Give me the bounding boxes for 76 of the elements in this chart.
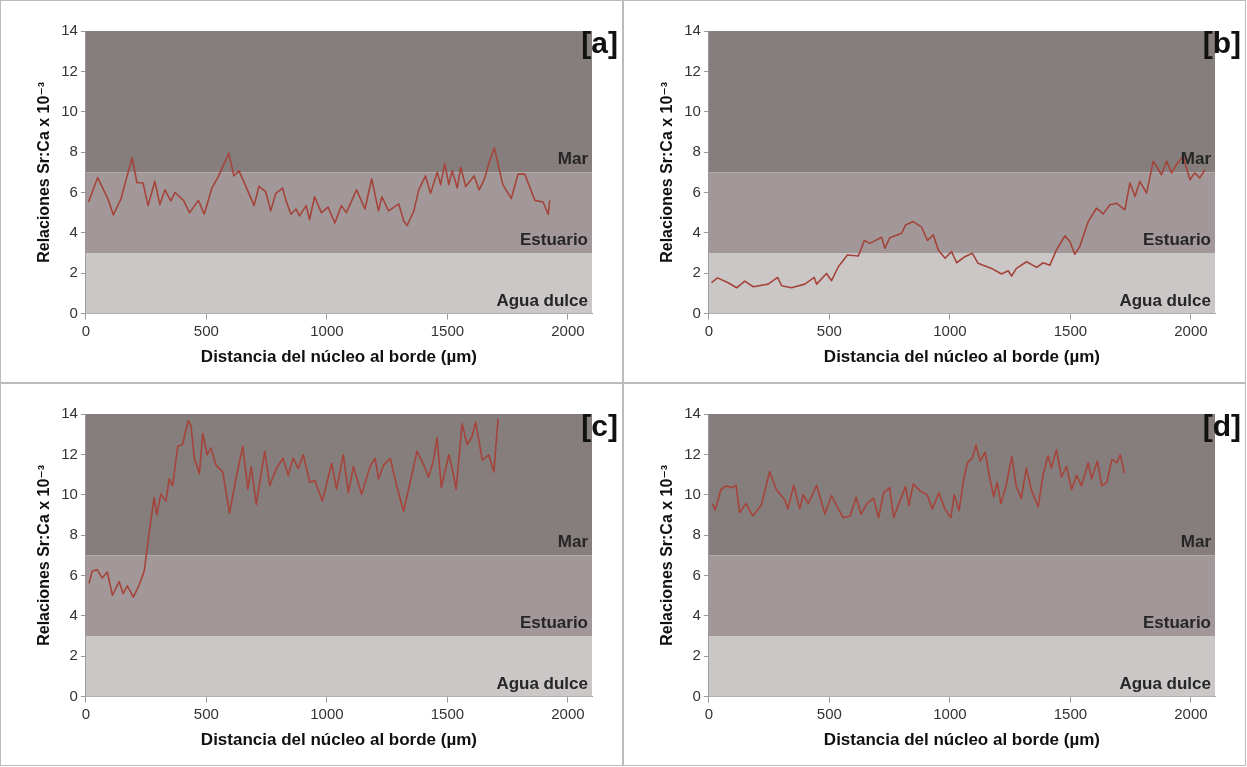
y-tick-label: 6: [692, 182, 701, 200]
y-tick-label: 10: [684, 484, 701, 502]
x-tick-label: 500: [193, 321, 219, 339]
y-tick-label: 0: [692, 303, 701, 321]
y-tick-label: 12: [684, 444, 701, 462]
x-tick-label: 0: [704, 321, 714, 339]
band-label: Mar: [557, 149, 589, 169]
x-tick-label: 1500: [1053, 321, 1088, 339]
band-label: Estuario: [519, 613, 588, 633]
x-axis-title: Distancia del núcleo al borde (µm): [200, 347, 478, 367]
y-tick-label: 4: [69, 223, 78, 240]
band-label: Mar: [557, 532, 589, 552]
y-tick-label: 2: [692, 263, 701, 281]
y-tick-label: 4: [69, 606, 78, 623]
x-tick-label: 1000: [310, 704, 344, 722]
y-axis-title: Relaciones Sr:Ca x 10⁻³: [658, 81, 676, 263]
band-label: Agua dulce: [496, 290, 588, 310]
y-tick-label: 10: [684, 101, 701, 119]
y-tick-label: 4: [692, 606, 701, 623]
x-tick-label: 2000: [1174, 704, 1208, 722]
band-label: Mar: [1180, 532, 1212, 552]
y-tick-label: 10: [61, 101, 78, 119]
band-label: Estuario: [1142, 230, 1211, 250]
y-axis-title: Relaciones Sr:Ca x 10⁻³: [35, 81, 53, 263]
y-tick-label: 6: [69, 182, 78, 200]
x-tick-label: 500: [816, 704, 842, 722]
y-tick-label: 2: [69, 646, 78, 664]
x-axis-title: Distancia del núcleo al borde (µm): [823, 730, 1101, 750]
band-label: Mar: [1180, 149, 1212, 169]
y-axis-title: Relaciones Sr:Ca x 10⁻³: [35, 464, 53, 646]
band-label: Estuario: [1142, 613, 1211, 633]
x-tick-label: 2000: [551, 321, 585, 339]
annotation: [a]: [581, 26, 618, 59]
y-tick-label: 0: [692, 686, 701, 704]
x-tick-label: 1500: [430, 321, 465, 339]
x-tick-label: 1500: [1053, 704, 1088, 722]
y-tick-label: 14: [684, 21, 701, 39]
y-tick-label: 12: [684, 61, 701, 79]
y-axis-title: Relaciones Sr:Ca x 10⁻³: [658, 464, 676, 646]
y-tick-label: 14: [61, 21, 78, 39]
x-tick-label: 0: [81, 704, 91, 722]
x-tick-label: 500: [816, 321, 842, 339]
x-tick-label: 2000: [1174, 321, 1208, 339]
x-axis-title: Distancia del núcleo al borde (µm): [200, 730, 478, 750]
x-axis-title: Distancia del núcleo al borde (µm): [823, 347, 1101, 367]
y-tick-label: 0: [69, 303, 78, 321]
y-tick-label: 6: [69, 565, 78, 583]
x-tick-label: 1000: [933, 321, 967, 339]
annotation: [d]: [1202, 409, 1241, 442]
band-label: Agua dulce: [1119, 290, 1211, 310]
band-label: Agua dulce: [1119, 673, 1211, 693]
annotation: [b]: [1202, 26, 1241, 59]
y-tick-label: 8: [69, 525, 78, 543]
x-tick-label: 0: [81, 321, 91, 339]
y-tick-label: 2: [69, 263, 78, 281]
annotation: [c]: [581, 409, 618, 442]
x-tick-label: 1000: [310, 321, 344, 339]
y-tick-label: 14: [684, 404, 701, 422]
y-tick-label: 12: [61, 444, 78, 462]
y-tick-label: 6: [692, 565, 701, 583]
y-tick-label: 8: [692, 142, 701, 160]
y-tick-label: 2: [692, 646, 701, 664]
y-tick-label: 14: [61, 404, 78, 422]
band-label: Agua dulce: [496, 673, 588, 693]
y-tick-label: 10: [61, 484, 78, 502]
y-tick-label: 8: [692, 525, 701, 543]
x-tick-label: 500: [193, 704, 219, 722]
x-tick-label: 2000: [551, 704, 585, 722]
y-tick-label: 4: [692, 223, 701, 240]
x-tick-label: 0: [704, 704, 714, 722]
y-tick-label: 12: [61, 61, 78, 79]
x-tick-label: 1500: [430, 704, 465, 722]
y-tick-label: 0: [69, 686, 78, 704]
x-tick-label: 1000: [933, 704, 967, 722]
y-tick-label: 8: [69, 142, 78, 160]
band-label: Estuario: [519, 230, 588, 250]
